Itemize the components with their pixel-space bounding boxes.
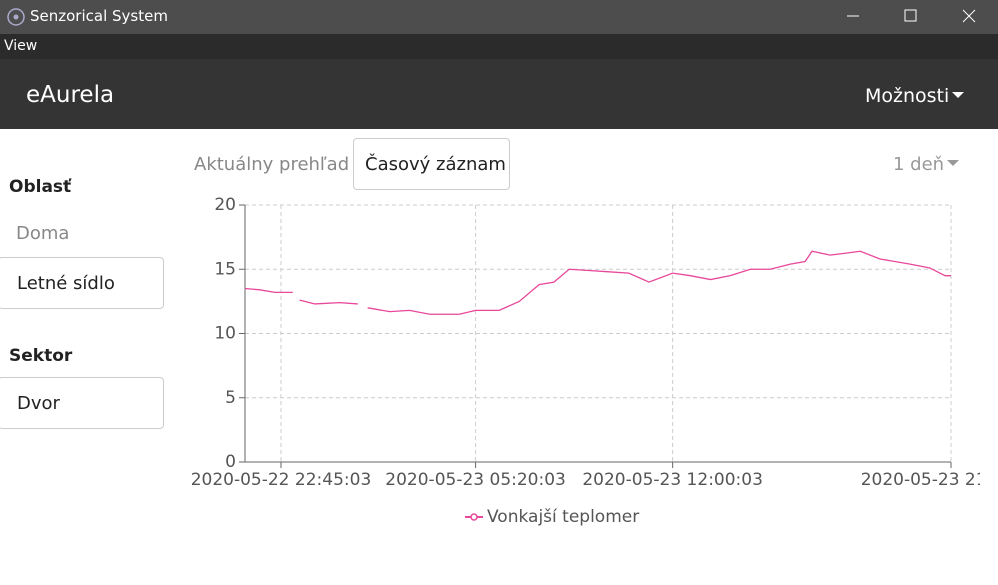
tab-active[interactable]: Časový záznam	[353, 138, 510, 190]
legend-swatch-marker	[470, 513, 478, 521]
brand[interactable]: eAurela	[26, 82, 115, 108]
tab[interactable]: Časový záznam	[365, 154, 506, 175]
chart: 0 5 10 15 20 2020-05-22 22:45:03 2020-05-23 05…	[191, 195, 980, 527]
sidebar-item[interactable]: Letné sídlo	[17, 273, 115, 294]
x-tick-label: 2020-05-23 12:00:03	[582, 470, 763, 490]
menu-item[interactable]: View	[4, 38, 38, 54]
y-tick-label: 5	[225, 388, 236, 408]
sidebar-item-box[interactable]: Dvor	[0, 377, 164, 429]
x-tick-label: 2020-05-23 21:25:04	[861, 470, 980, 490]
sidebar-heading: Sektor	[9, 346, 73, 366]
sidebar-item[interactable]: Dvor	[17, 393, 60, 414]
dropdown-caret	[952, 92, 964, 98]
y-tick-label: 15	[214, 259, 236, 279]
sidebar-item[interactable]: Doma	[16, 223, 70, 244]
menu-bar: View	[0, 34, 998, 59]
tab[interactable]: Aktuálny prehľad	[194, 154, 350, 175]
window-title: Senzorical System	[30, 7, 168, 25]
x-tick-label: 2020-05-22 22:45:03	[191, 470, 372, 490]
app-icon	[7, 8, 25, 26]
y-tick-label: 10	[214, 324, 236, 344]
title-bar: Senzorical System	[0, 0, 998, 34]
sidebar-heading: Oblasť	[9, 177, 72, 197]
options-menu[interactable]: Možnosti	[865, 85, 950, 107]
y-tick-label: 20	[214, 195, 236, 215]
navbar: eAurela Možnosti	[0, 59, 998, 129]
y-tick-label: 0	[225, 452, 236, 472]
legend-label: Vonkajší teplomer	[487, 507, 639, 527]
dropdown-caret	[947, 160, 959, 166]
window-controls[interactable]	[830, 0, 998, 34]
data-line	[244, 250, 951, 315]
range-select[interactable]: 1 deň	[893, 154, 945, 175]
sidebar-item-box[interactable]: Letné sídlo	[0, 257, 164, 309]
x-tick-label: 2020-05-23 05:20:03	[385, 470, 566, 490]
